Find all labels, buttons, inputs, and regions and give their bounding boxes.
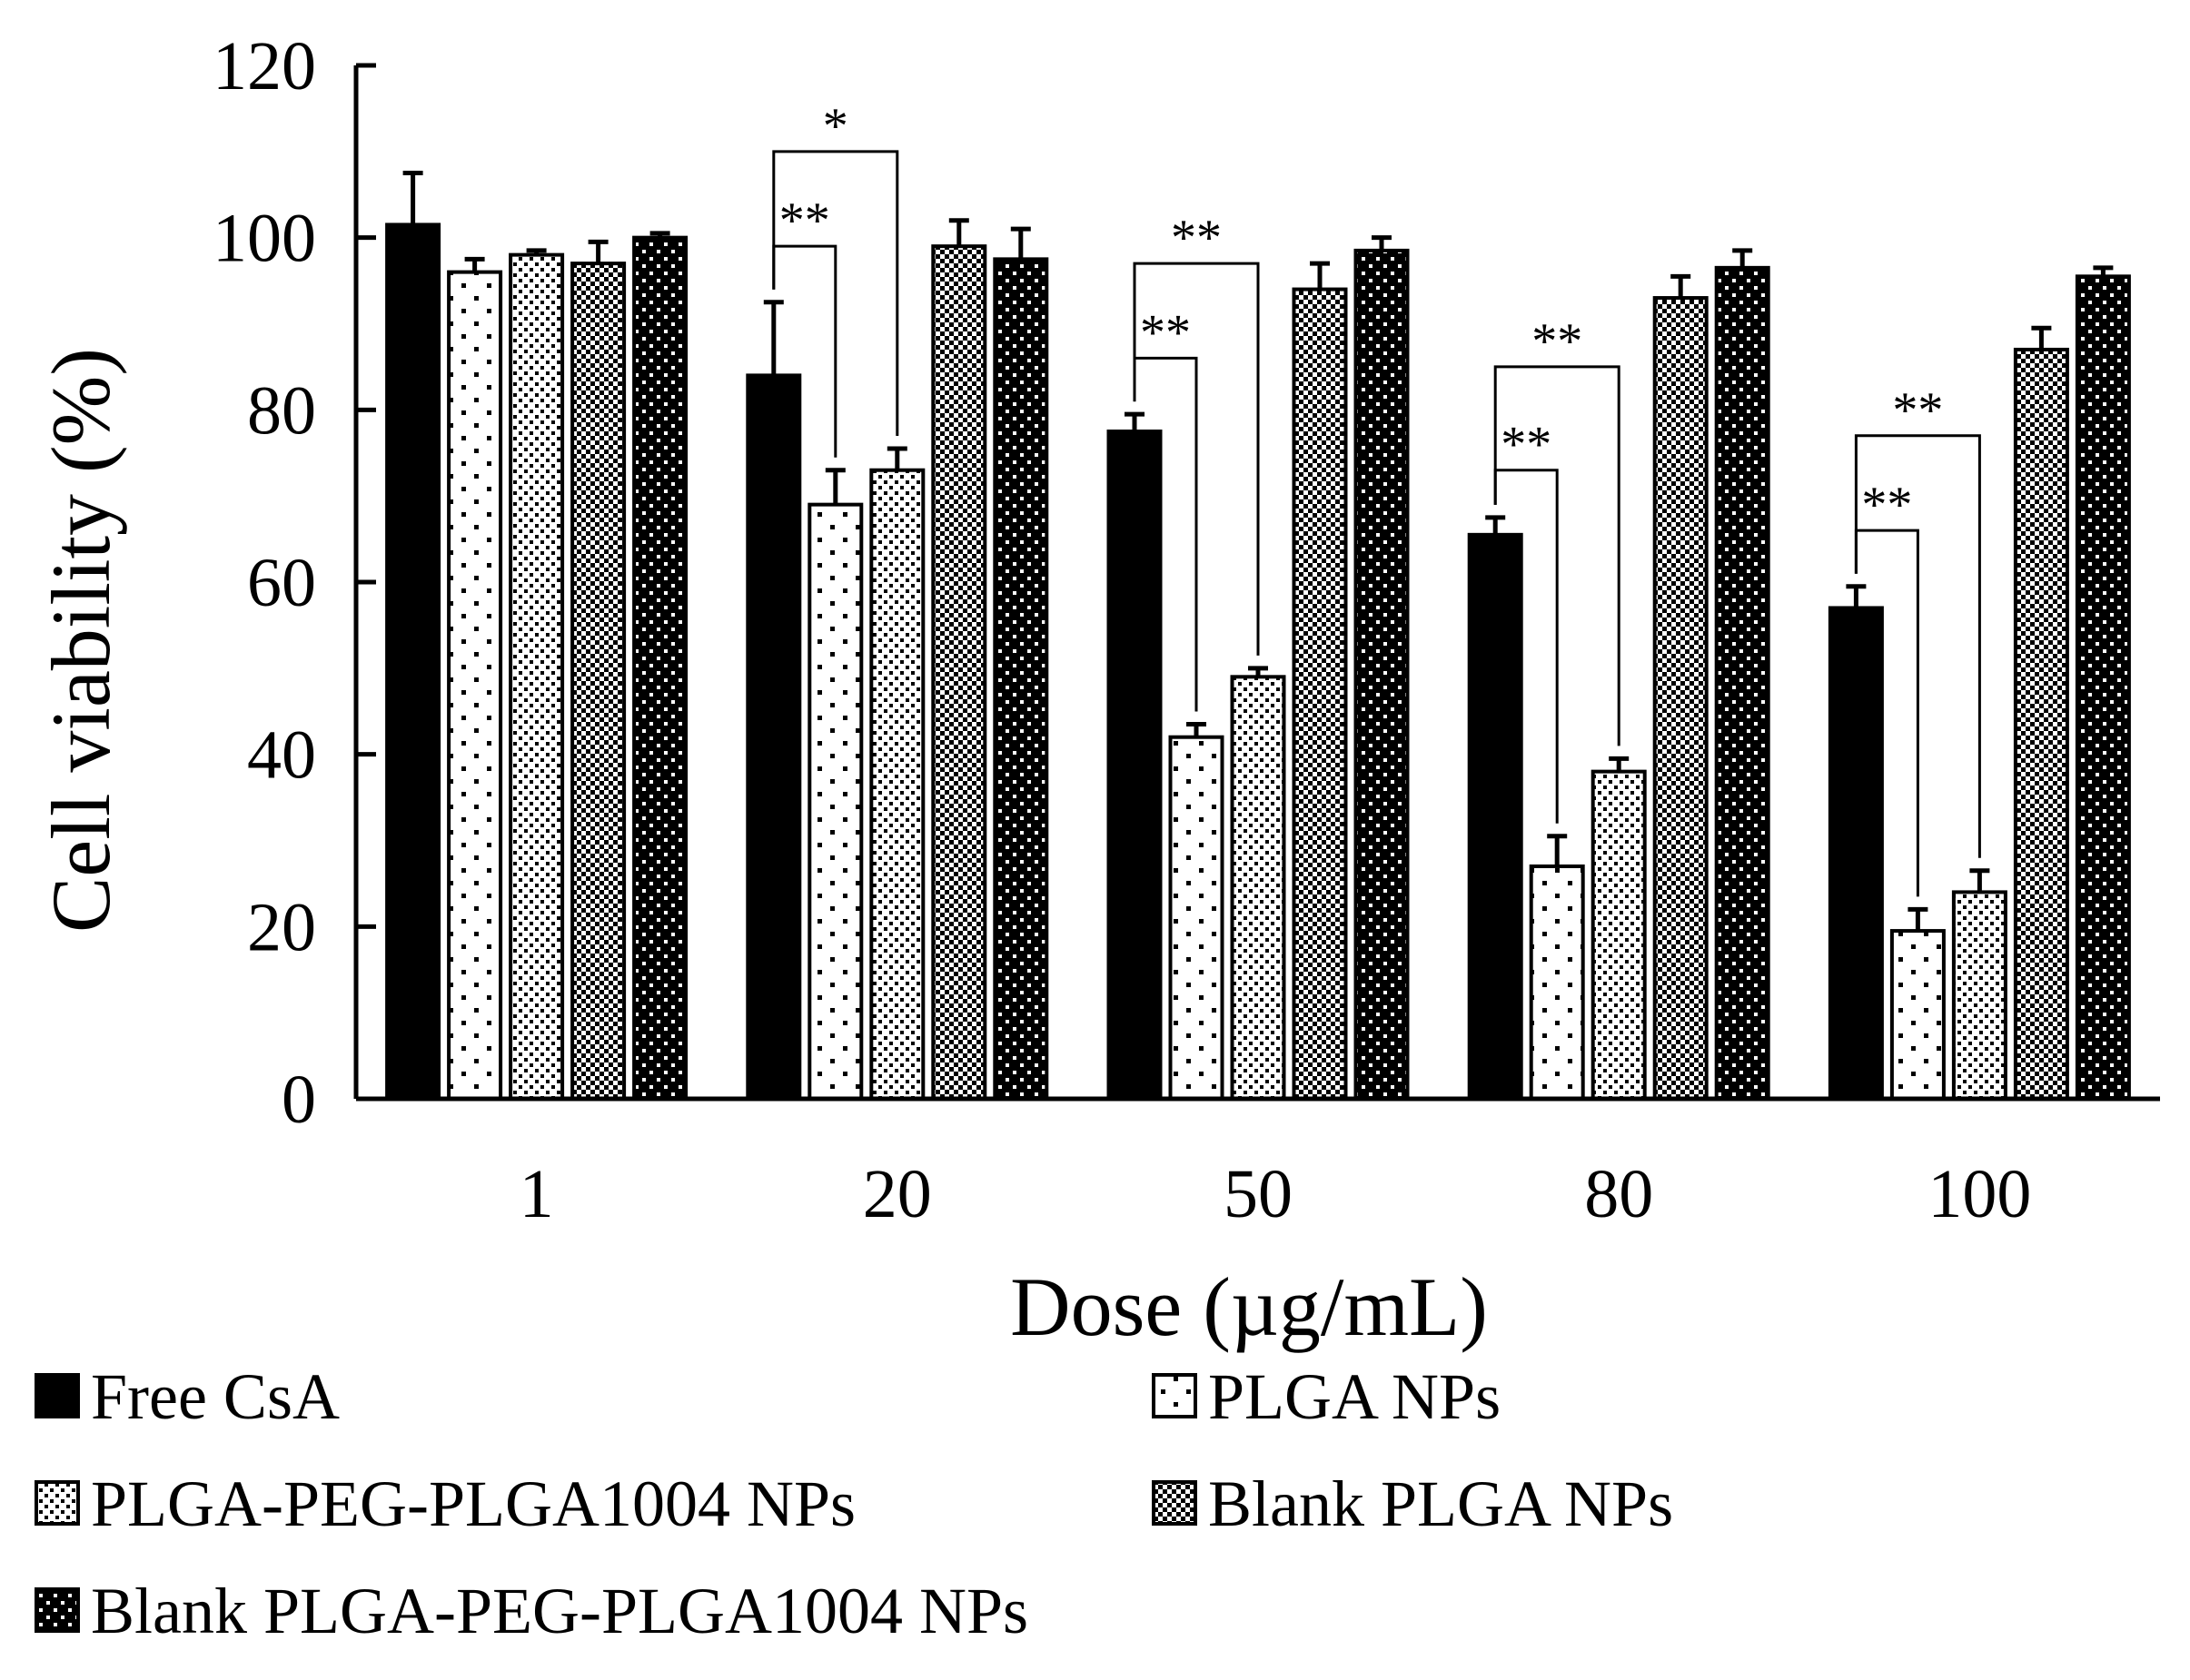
significance-label: ** [1171, 210, 1222, 266]
significance-bracket [772, 150, 899, 437]
bar [1106, 430, 1163, 1101]
bar [1714, 265, 1770, 1101]
bar [447, 270, 503, 1102]
legend-item: PLGA-PEG-PLGA1004 NPs [35, 1468, 856, 1540]
bar [632, 235, 689, 1101]
bar [1951, 890, 2007, 1102]
y-tick-label: 20 [247, 889, 316, 965]
bar [2013, 347, 2069, 1101]
bars [385, 222, 2131, 1102]
legend-swatch [35, 1480, 80, 1526]
y-tick-label: 40 [247, 717, 316, 794]
significance-label: ** [779, 193, 830, 249]
significance-label: * [823, 98, 848, 154]
significance-label: ** [1531, 313, 1582, 370]
bar [1292, 287, 1348, 1102]
significance-bracket [1854, 529, 1919, 897]
x-axis-ticks: 1 20 50 80 100 [520, 1156, 2032, 1232]
legend-item: PLGA NPs [1152, 1360, 1501, 1433]
bar [1590, 769, 1647, 1102]
bar [2075, 274, 2131, 1101]
significance-label: ** [1501, 417, 1551, 473]
legend-swatch [1152, 1373, 1197, 1418]
significance-bracket [1493, 365, 1620, 746]
legend-item: Blank PLGA-PEG-PLGA1004 NPs [35, 1575, 1028, 1647]
bar [746, 373, 802, 1101]
legend: Free CsA PLGA NPs PLGA-PEG-PLGA1004 NPs Bla… [35, 1360, 1673, 1647]
y-tick-label: 100 [213, 201, 316, 277]
bar [1828, 606, 1884, 1101]
significance-bracket [1133, 356, 1198, 712]
x-tick-label: 80 [1584, 1156, 1653, 1232]
y-tick-label: 0 [282, 1062, 316, 1138]
x-tick-label: 1 [520, 1156, 554, 1232]
legend-label: PLGA NPs [1208, 1360, 1501, 1433]
legend-swatch [1152, 1480, 1197, 1526]
bar [1353, 248, 1410, 1101]
bar [1168, 735, 1224, 1101]
x-tick-label: 100 [1927, 1156, 2031, 1232]
y-tick-label: 80 [247, 372, 316, 449]
bar [931, 244, 987, 1101]
legend-item: Blank PLGA NPs [1152, 1468, 1673, 1540]
significance-bracket [1854, 434, 1981, 858]
bar [993, 257, 1049, 1101]
significance-bracket [772, 244, 837, 458]
y-axis-title: Cell viability (%) [35, 348, 127, 933]
significance-brackets: *** **** ******** [772, 98, 1981, 897]
x-axis-title: Dose (µg/mL) [1010, 1260, 1488, 1353]
x-tick-label: 20 [863, 1156, 932, 1232]
legend-label: PLGA-PEG-PLGA1004 NPs [91, 1468, 856, 1540]
error-bars [402, 171, 2114, 932]
significance-label: ** [1140, 304, 1191, 361]
legend-swatch [35, 1373, 80, 1418]
significance-bracket [1493, 469, 1559, 824]
bar [509, 252, 565, 1101]
legend-swatch [35, 1587, 80, 1633]
significance-bracket [1133, 262, 1260, 656]
significance-label: ** [1861, 477, 1912, 533]
bar [808, 502, 864, 1101]
bar [1230, 675, 1286, 1101]
y-tick-label: 120 [213, 28, 316, 104]
legend-label: Free CsA [91, 1360, 340, 1433]
y-tick-label: 60 [247, 545, 316, 621]
bar [570, 262, 627, 1102]
legend-label: Blank PLGA NPs [1208, 1468, 1673, 1540]
significance-label: ** [1892, 382, 1943, 439]
legend-item: Free CsA [35, 1360, 340, 1433]
bar [1467, 532, 1523, 1101]
bar [385, 222, 441, 1102]
x-tick-label: 50 [1224, 1156, 1293, 1232]
bar [869, 468, 926, 1101]
bar [1889, 929, 1946, 1101]
y-axis-ticks: 0 20 40 60 80 100 120 [213, 28, 376, 1138]
bar [1652, 296, 1709, 1101]
bar [1529, 864, 1585, 1101]
legend-label: Blank PLGA-PEG-PLGA1004 NPs [91, 1575, 1028, 1647]
